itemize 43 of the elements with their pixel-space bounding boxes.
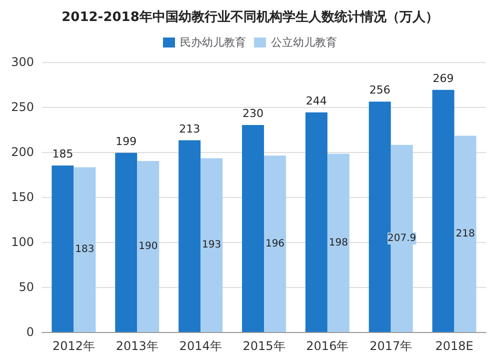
x-tick-label: 2015年 [242, 339, 286, 353]
y-tick-label: 100 [11, 235, 34, 249]
bar [327, 154, 350, 332]
data-label: 256 [369, 84, 390, 97]
bar [178, 140, 201, 332]
data-label: 196 [265, 238, 285, 250]
bar [264, 156, 286, 332]
bar [200, 158, 223, 332]
data-label: 183 [75, 244, 94, 256]
bar [137, 161, 160, 332]
chart-title: 2012-2018年中国幼教行业不同机构学生人数统计情况（万人） [62, 9, 438, 25]
y-tick-label: 300 [11, 55, 34, 69]
bar [52, 166, 74, 332]
bar [115, 152, 138, 332]
bar [74, 167, 96, 332]
x-tick-label: 2012年 [52, 339, 95, 353]
data-label: 190 [138, 241, 158, 252]
data-label: 198 [328, 237, 348, 248]
x-tick-label: 2018E [435, 339, 474, 353]
bar [305, 112, 328, 332]
data-label: 185 [52, 148, 74, 160]
bar [454, 136, 476, 332]
data-label: 230 [242, 107, 264, 120]
y-tick-label: 150 [11, 190, 34, 204]
x-tick-label: 2017年 [370, 339, 412, 353]
data-label: 207.9 [388, 232, 416, 244]
y-tick-label: 50 [18, 280, 34, 294]
y-tick-label: 0 [26, 325, 34, 339]
data-label: 213 [179, 122, 200, 136]
y-tick-label: 250 [11, 100, 34, 114]
bar [242, 125, 264, 332]
x-tick-label: 2016年 [306, 339, 349, 353]
data-label: 244 [306, 94, 327, 108]
x-tick-label: 2013年 [116, 339, 158, 353]
x-tick-label: 2014年 [179, 339, 222, 353]
legend-label: 公立幼儿教育 [271, 36, 337, 49]
data-label: 218 [456, 228, 475, 240]
legend-label: 民办幼儿教育 [180, 36, 246, 49]
data-label: 199 [116, 134, 137, 148]
y-tick-label: 200 [11, 145, 34, 159]
data-label: 269 [432, 72, 454, 85]
bar [432, 90, 454, 332]
data-label: 193 [202, 240, 222, 251]
